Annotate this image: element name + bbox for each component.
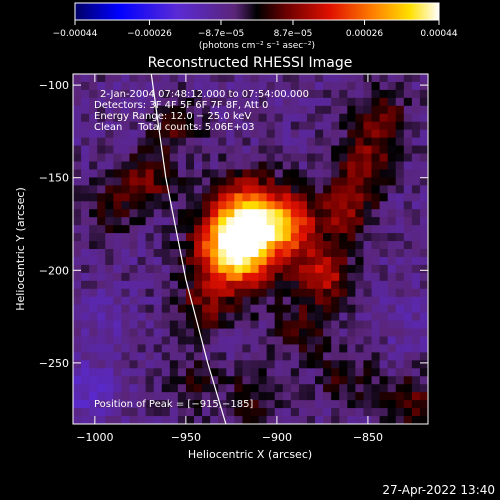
- colorbar-tick-label: −0.00044: [53, 29, 98, 39]
- x-tick-label: −850: [353, 431, 383, 444]
- heatmap-pixels: [73, 74, 428, 424]
- annotation-detectors: Detectors: 3F 4F 5F 6F 7F 8F, Att 0: [94, 100, 268, 111]
- annotation-clean: Clean Total counts: 5.06E+03: [94, 122, 254, 133]
- plot-frame: [72, 73, 429, 425]
- y-tick-label: −100: [39, 79, 69, 92]
- colorbar-tick-label: 8.7e−05: [274, 29, 313, 39]
- x-tick-label: −950: [171, 431, 201, 444]
- annotation-time: 2-Jan-2004 07:48:12.000 to 07:54:00.000: [100, 89, 309, 100]
- colorbar-ticks: −0.00044 −0.00026 −8.7e−05 8.7e−05 0.00026 0.…: [53, 20, 458, 39]
- axis-ticks: −1000 −950 −900 −850 −100 −150 −200 −250: [39, 74, 428, 444]
- colorbar-tick-label: 0.00026: [346, 29, 383, 39]
- colorbar-units: (photons cm⁻² s⁻¹ asec⁻²): [199, 41, 315, 51]
- colorbar: [74, 2, 440, 21]
- solar-limb-curve: [150, 74, 227, 424]
- colorbar-tick-label: 0.00044: [420, 29, 457, 39]
- image-annotations: 2-Jan-2004 07:48:12.000 to 07:54:00.000 …: [94, 89, 309, 410]
- annotation-energy: Energy Range: 12.0 − 25.0 keV: [94, 111, 251, 122]
- y-tick-label: −200: [39, 264, 69, 277]
- y-tick-label: −150: [39, 172, 69, 185]
- colorbar-tick-label: −0.00026: [127, 29, 172, 39]
- colorbar-tick-label: −8.7e−05: [198, 29, 244, 39]
- x-tick-label: −900: [262, 431, 292, 444]
- x-tick-label: −1000: [76, 431, 113, 444]
- y-axis-label: Heliocentric Y (arcsec): [14, 187, 27, 311]
- annotation-peak: Position of Peak = [−915,−185]: [94, 399, 253, 410]
- y-tick-label: −250: [39, 357, 69, 370]
- plot-title: Reconstructed RHESSI Image: [148, 55, 353, 71]
- x-axis-label: Heliocentric X (arcsec): [188, 448, 312, 461]
- footer-date: 27-Apr-2022 13:40: [382, 483, 495, 497]
